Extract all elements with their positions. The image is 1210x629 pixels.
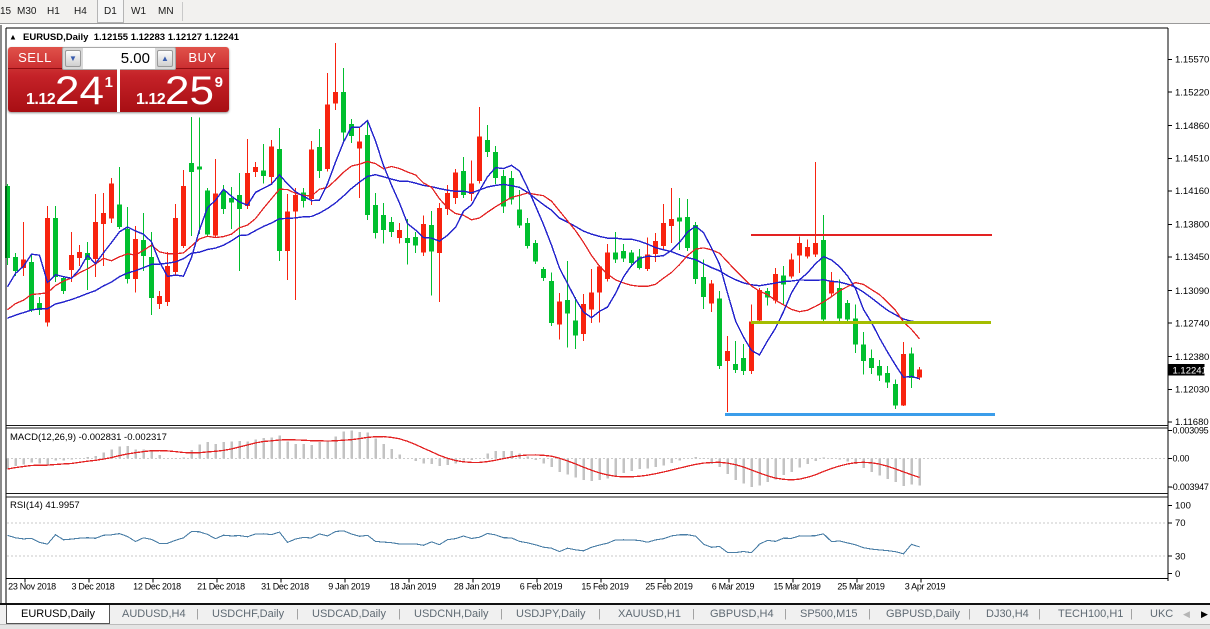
svg-text:15 Feb 2019: 15 Feb 2019 xyxy=(581,582,629,592)
svg-text:30: 30 xyxy=(1175,551,1186,562)
svg-text:-0.003947: -0.003947 xyxy=(1170,482,1209,492)
svg-text:100: 100 xyxy=(1175,501,1191,512)
svg-text:1.13090: 1.13090 xyxy=(1175,286,1209,297)
svg-text:EURUSD,Daily 1.12155 1.12283: EURUSD,Daily 1.12155 1.12283 1.12127 1.1… xyxy=(23,32,240,43)
svg-text:1.12030: 1.12030 xyxy=(1175,385,1209,396)
svg-text:23 Nov 2018: 23 Nov 2018 xyxy=(8,582,56,592)
svg-text:1.14160: 1.14160 xyxy=(1175,186,1209,197)
svg-text:9 Jan 2019: 9 Jan 2019 xyxy=(328,582,370,592)
svg-text:1.14510: 1.14510 xyxy=(1175,154,1209,165)
svg-text:70: 70 xyxy=(1175,518,1186,529)
svg-text:0: 0 xyxy=(1175,569,1180,580)
svg-text:6 Feb 2019: 6 Feb 2019 xyxy=(520,582,563,592)
svg-text:6 Mar 2019: 6 Mar 2019 xyxy=(712,582,755,592)
svg-text:28 Jan 2019: 28 Jan 2019 xyxy=(454,582,501,592)
svg-text:0.003095: 0.003095 xyxy=(1173,426,1209,436)
svg-text:18 Jan 2019: 18 Jan 2019 xyxy=(390,582,437,592)
svg-text:0.00: 0.00 xyxy=(1173,453,1190,463)
svg-text:21 Dec 2018: 21 Dec 2018 xyxy=(197,582,245,592)
svg-text:3 Dec 2018: 3 Dec 2018 xyxy=(71,582,114,592)
svg-text:3 Apr 2019: 3 Apr 2019 xyxy=(905,582,946,592)
svg-text:1.12241: 1.12241 xyxy=(1173,365,1207,376)
svg-text:15 Mar 2019: 15 Mar 2019 xyxy=(773,582,821,592)
svg-text:25 Feb 2019: 25 Feb 2019 xyxy=(645,582,693,592)
svg-text:1.15220: 1.15220 xyxy=(1175,87,1209,98)
svg-text:12 Dec 2018: 12 Dec 2018 xyxy=(133,582,181,592)
svg-text:1.11680: 1.11680 xyxy=(1175,417,1209,428)
svg-text:1.13450: 1.13450 xyxy=(1175,252,1209,263)
svg-text:1.15570: 1.15570 xyxy=(1175,55,1209,66)
svg-text:1.12380: 1.12380 xyxy=(1175,352,1209,363)
svg-text:1.12740: 1.12740 xyxy=(1175,318,1209,329)
svg-text:1.13800: 1.13800 xyxy=(1175,220,1209,231)
svg-text:▲: ▲ xyxy=(9,33,17,42)
svg-text:25 Mar 2019: 25 Mar 2019 xyxy=(837,582,885,592)
svg-text:RSI(14) 41.9957: RSI(14) 41.9957 xyxy=(10,500,80,511)
svg-text:MACD(12,26,9) -0.002831 -0.002: MACD(12,26,9) -0.002831 -0.002317 xyxy=(10,432,167,443)
svg-text:1.14860: 1.14860 xyxy=(1175,121,1209,132)
svg-text:31 Dec 2018: 31 Dec 2018 xyxy=(261,582,309,592)
